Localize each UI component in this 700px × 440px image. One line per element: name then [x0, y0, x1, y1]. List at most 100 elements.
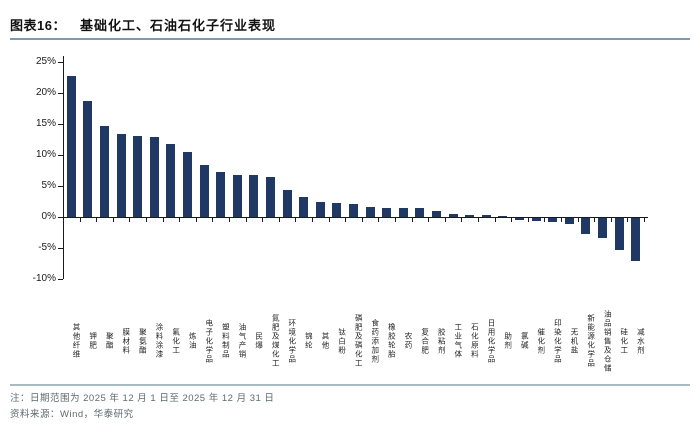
- chart-bar: [149, 137, 159, 217]
- bar-chart: 25% 20% 15% 10% 5% 0% -5% -10% 其他纤维 钾肥 聚酯 膜材料 聚氨酯 涂料涂…: [0, 40, 700, 384]
- category-label: 磷肥及磷化工: [354, 314, 364, 368]
- x-axis-tick-mark: [378, 218, 380, 222]
- category-label: 炼油: [188, 332, 198, 350]
- chart-bar: [232, 174, 242, 217]
- chart-bar: [432, 211, 441, 217]
- y-axis-tick-mark: [58, 155, 63, 156]
- category-label: 钾肥: [88, 332, 98, 350]
- x-axis-tick-mark: [627, 218, 629, 222]
- category-label: 油气产销: [238, 323, 247, 359]
- footer-divider: [10, 384, 690, 386]
- chart-bar: [598, 218, 607, 238]
- chart-bar: [216, 172, 226, 217]
- x-axis-tick-mark: [594, 218, 596, 222]
- category-label: 聚酯: [105, 332, 115, 350]
- chart-bar: [614, 218, 624, 250]
- category-label: 石化原料: [470, 323, 480, 359]
- chart-bar: [515, 218, 524, 220]
- figure-title-row: 图表16： 基础化工、石油石化子行业表现: [10, 15, 276, 34]
- x-axis-tick-mark: [561, 218, 562, 222]
- category-label: 减水剂: [636, 327, 646, 355]
- chart-source: 资料来源：Wind，华泰研究: [10, 409, 134, 420]
- x-axis-tick-mark: [361, 218, 363, 222]
- category-label: 其他: [321, 332, 330, 350]
- category-label: 助剂: [503, 332, 513, 350]
- y-axis-tick-label: 5%: [41, 180, 56, 191]
- chart-bar: [349, 203, 358, 217]
- y-axis-tick-label: 15%: [35, 118, 56, 129]
- chart-bar: [183, 151, 192, 217]
- y-axis-tick-label: 25%: [35, 56, 56, 67]
- x-axis-tick-mark: [411, 218, 413, 222]
- figure-title: 基础化工、石油石化子行业表现: [79, 18, 276, 33]
- y-axis-tick-mark: [58, 124, 63, 125]
- category-label: 氟化工: [171, 327, 181, 355]
- chart-bar: [398, 207, 408, 217]
- category-label: 农药: [404, 332, 413, 350]
- category-label: 食药添加剂: [370, 318, 380, 364]
- category-label: 无机盐: [570, 327, 579, 355]
- x-axis-tick-mark: [511, 218, 513, 222]
- chart-bar: [382, 207, 392, 217]
- chart-bar: [199, 164, 209, 217]
- chart-bar: [315, 201, 325, 217]
- y-axis-tick-mark: [58, 93, 63, 94]
- x-axis-tick-mark: [428, 218, 430, 222]
- chart-bar: [66, 76, 76, 217]
- x-axis-tick-mark: [644, 218, 645, 222]
- chart-note: 注：日期范围为 2025 年 12 月 1 日至 2025 年 12 月 31 …: [10, 393, 275, 404]
- x-axis-tick-mark: [610, 218, 612, 222]
- category-label: 工业气体: [453, 323, 463, 359]
- chart-bar: [581, 218, 591, 235]
- x-axis-tick-mark: [195, 218, 197, 222]
- x-axis-tick-mark: [494, 218, 496, 222]
- x-axis-tick-mark: [96, 218, 98, 222]
- figure-number-label: 图表16：: [10, 18, 66, 33]
- y-axis: [63, 56, 64, 279]
- chart-bar: [133, 135, 143, 217]
- x-axis-tick-mark: [527, 218, 529, 222]
- x-axis-tick-mark: [544, 218, 546, 222]
- chart-bar: [631, 218, 641, 262]
- x-axis-tick-mark: [345, 218, 347, 222]
- category-label: 涂料涂漆: [155, 323, 164, 359]
- x-axis-tick-mark: [229, 218, 230, 222]
- category-label: 橡胶轮胎: [387, 323, 397, 359]
- x-axis-tick-mark: [245, 218, 247, 222]
- chart-bar: [249, 175, 259, 217]
- chart-bar: [365, 207, 375, 217]
- title-divider: [10, 38, 690, 40]
- category-label: 日用化学品: [487, 318, 496, 364]
- x-axis-tick-mark: [129, 218, 131, 222]
- x-axis-tick-mark: [179, 218, 181, 222]
- category-label: 其他纤维: [72, 323, 81, 359]
- chart-bar: [481, 214, 491, 217]
- chart-bar: [116, 133, 126, 217]
- category-label: 氮肥及煤化工: [271, 314, 281, 368]
- x-axis-tick-mark: [295, 218, 297, 222]
- chart-bar: [531, 218, 541, 222]
- chart-bar: [415, 208, 425, 217]
- category-label: 催化剂: [536, 327, 546, 355]
- x-axis-tick-mark: [312, 218, 313, 222]
- chart-bar: [332, 202, 342, 217]
- category-label: 聚氨酯: [138, 327, 148, 355]
- category-label: 锦纶: [304, 332, 314, 350]
- chart-bar: [465, 214, 475, 217]
- category-label: 油品销售及仓储: [603, 309, 613, 373]
- x-axis-tick-mark: [478, 218, 479, 222]
- y-axis-tick-label: 20%: [35, 87, 56, 98]
- y-axis-tick-mark: [58, 279, 63, 280]
- chart-bar: [83, 101, 93, 217]
- chart-bar: [548, 218, 558, 222]
- x-axis-tick-mark: [162, 218, 164, 222]
- chart-bar: [299, 197, 309, 217]
- category-label: 塑料制品: [221, 323, 231, 359]
- chart-bar: [166, 143, 176, 217]
- y-axis-tick-label: 10%: [35, 149, 56, 160]
- category-label: 新能源化学品: [586, 314, 596, 368]
- x-axis-tick-mark: [278, 218, 280, 222]
- category-label: 民爆: [254, 332, 264, 350]
- chart-bar: [564, 218, 574, 225]
